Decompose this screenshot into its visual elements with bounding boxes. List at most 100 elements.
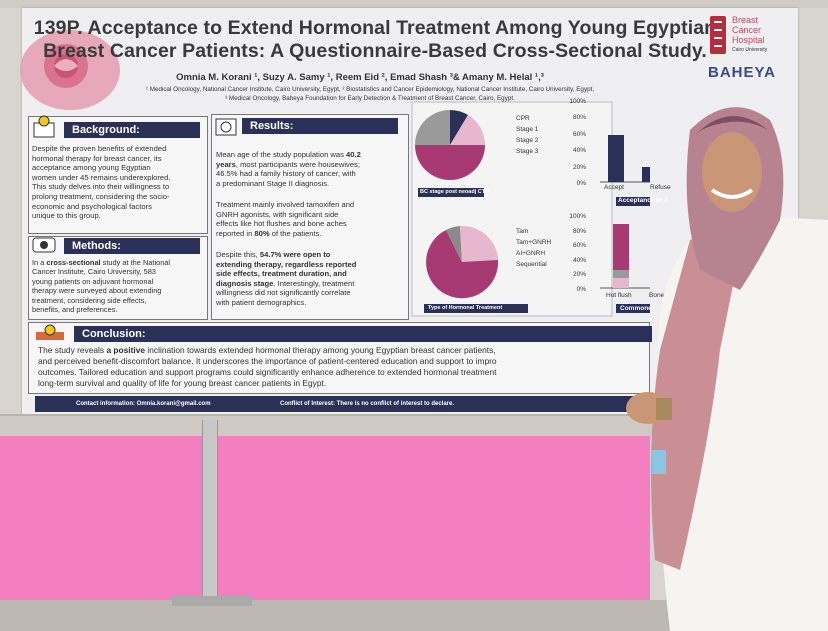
text-run: prolong treatment, considering the socio… <box>32 191 170 201</box>
text-run: Mean age of the study population was <box>216 150 347 159</box>
text-run: extending therapy, regardless reported <box>216 259 357 269</box>
list-item: 60% <box>572 130 586 138</box>
text-run: outcomes. Tailored education and support… <box>38 367 497 377</box>
text-line: women under 45 remains underexplored. <box>32 173 170 183</box>
list-item: CPR <box>516 115 530 122</box>
list-item: 0% <box>576 180 586 188</box>
text-run: cross-sectional <box>46 258 101 267</box>
axis-ticks: 100% 80% 60% 40% 20% 0% <box>566 210 586 298</box>
category-label: Refuse <box>650 184 671 191</box>
text-line: years, most participants were housewives… <box>216 160 361 170</box>
logo-line: Cancer <box>732 25 762 35</box>
text-run: Despite this, <box>216 250 260 259</box>
text-run: with patient demographics. <box>216 297 307 307</box>
text-run: 46.5% had a family history of cancer, wi… <box>216 169 356 179</box>
text-run: diagnosis stage <box>216 278 274 288</box>
results-text: Treatment mainly involved tamoxifen and G… <box>216 200 354 238</box>
logo-line: Hospital <box>732 35 765 45</box>
icon <box>215 118 237 136</box>
pink-panel <box>0 436 650 610</box>
text-line: The study reveals a positive inclination… <box>38 345 497 356</box>
list-item: Tam <box>516 228 529 235</box>
text-run: Despite the proven benefits of extended <box>32 144 167 153</box>
title-line1: 139P. Acceptance to Extend Hormonal Trea… <box>33 17 717 39</box>
category-label: Bone <box>649 292 665 299</box>
text-run: willingness did not significantly correl… <box>216 288 351 298</box>
text-line: unique to this group. <box>32 211 170 221</box>
text-line: diagnosis stage. Interestingly, treatmen… <box>216 279 356 289</box>
text-run: women under 45 remains underexplored. <box>32 172 171 182</box>
list-item: 40% <box>572 147 586 155</box>
text-line: Mean age of the study population was 40.… <box>216 150 361 160</box>
background-text: Despite the proven benefits of extended h… <box>32 144 170 221</box>
list-item: Stage 2 <box>516 137 539 144</box>
text-run: and perceived benefit-discomfort balance… <box>38 356 497 366</box>
text-run: a positive <box>106 345 146 355</box>
legend: Tam Tam+GNRH AI+GNRH Sequential <box>516 226 551 270</box>
axis-ticks: 100% 80% 60% 40% 20% 0% <box>566 94 586 192</box>
text-run: acceptance among young Egyptian <box>32 163 151 173</box>
text-run: Treatment mainly involved tamoxifen and <box>216 200 355 209</box>
section-heading: Background: <box>64 122 200 138</box>
text-line: reported in 80% of the patients. <box>216 229 354 239</box>
category-label: Accept <box>604 184 624 191</box>
affiliation: ¹ Medical Oncology, National Cancer Inst… <box>145 86 595 93</box>
logo-line: Cairo University <box>732 47 768 53</box>
text-line: extending therapy, regardless reported <box>216 260 356 270</box>
logo-line: Breast <box>732 15 759 25</box>
text-line: Despite the proven benefits of extended <box>32 144 170 154</box>
text-run: , most participants were housewives; <box>235 159 360 169</box>
text-run: of the patients. <box>269 228 322 238</box>
text-line: Despite this, 54.7% were open to <box>216 250 356 260</box>
text-run: . Interestingly, treatment <box>273 278 355 288</box>
text-line: GNRH agonists, with significant side <box>216 210 354 220</box>
text-line: benefits, and preferences. <box>32 305 170 314</box>
text-run: unique to this group. <box>32 211 101 221</box>
footer-contact: Contact information: Omnia.korani@gmail.… <box>76 401 211 407</box>
text-run: reported in <box>216 228 255 238</box>
text-run: hormonal therapy for breast cancer, its <box>32 153 162 163</box>
text-run: In a <box>32 258 47 267</box>
list-item: 60% <box>572 242 586 250</box>
text-line: acceptance among young Egyptian <box>32 163 170 173</box>
list-item: 80% <box>572 114 586 122</box>
text-run: effects like hot flushes and bone aches <box>216 219 347 229</box>
text-line: prolong treatment, considering the socio… <box>32 192 170 202</box>
text-run: economic and psychological factors <box>32 201 152 211</box>
text-line: long-term survival and quality of life f… <box>38 378 497 389</box>
icon <box>32 237 56 253</box>
text-line: and perceived benefit-discomfort balance… <box>38 356 497 367</box>
section-heading: Conclusion: <box>74 326 652 342</box>
list-item: 20% <box>572 163 586 171</box>
results-box <box>211 114 409 320</box>
rose-graphic <box>20 30 120 110</box>
text-run: a predominant Stage II diagnosis. <box>216 178 330 188</box>
legend: CPR Stage 1 Stage 2 Stage 3 <box>516 113 538 157</box>
pole <box>202 420 218 606</box>
list-item: AI+GNRH <box>516 250 546 257</box>
list-item: Tam+GNRH <box>516 239 552 246</box>
chart-caption: BC stage post neoadj CTH <box>420 189 490 195</box>
list-item: 0% <box>576 285 586 293</box>
person <box>626 107 828 631</box>
text-line: In a cross-sectional study at the Nation… <box>32 258 170 267</box>
text-run: 40.2 <box>346 150 361 159</box>
list-item: Sequential <box>516 261 547 268</box>
text-line: Cancer Institute, Cairo University, 583 <box>32 267 170 276</box>
text-run: years <box>216 159 236 169</box>
list-item: 100% <box>569 98 586 105</box>
logo-text: Breast Cancer Hospital Cairo University <box>732 15 767 55</box>
pole-base <box>172 596 252 606</box>
text-line: effects like hot flushes and bone aches <box>216 219 354 229</box>
chart-caption: Acceptance to e <box>618 197 668 204</box>
icon <box>36 324 64 340</box>
text-line: outcomes. Tailored education and support… <box>38 367 497 378</box>
text-line: treatment, considering side effects, <box>32 296 170 305</box>
text-run: 54.7% were open to <box>259 250 331 259</box>
section-heading: Results: <box>242 118 398 134</box>
list-item: Stage 3 <box>516 148 539 155</box>
text-run: young patients on adjuvant hormonal <box>32 276 154 286</box>
affiliation: ³ Medical Oncology, Baheya Foundation fo… <box>225 95 515 102</box>
list-item: 80% <box>572 227 586 235</box>
wall <box>0 0 828 8</box>
